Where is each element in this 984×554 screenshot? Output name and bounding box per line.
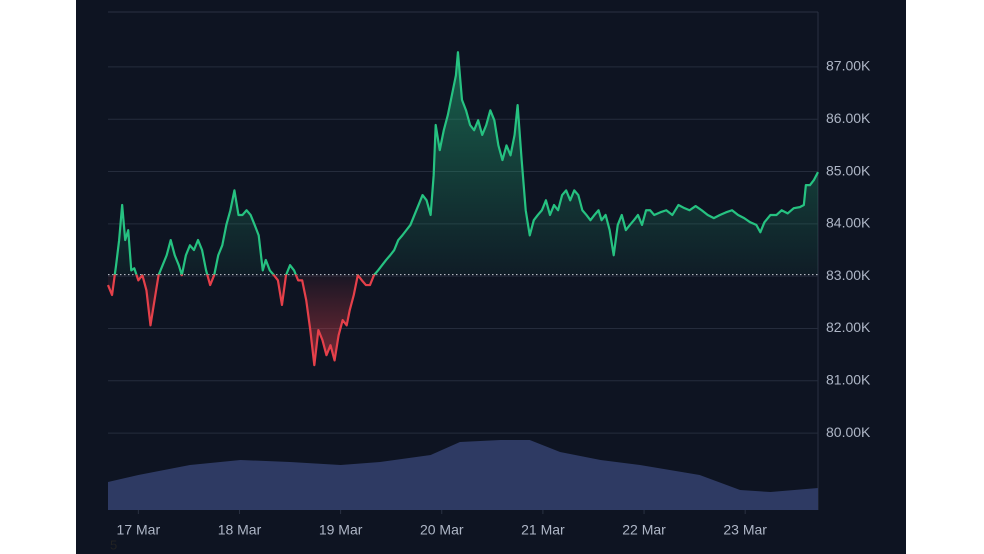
y-tick-label: 86.00K <box>826 110 871 126</box>
y-tick-label: 85.00K <box>826 162 871 178</box>
x-tick-label: 19 Mar <box>319 522 363 538</box>
y-tick-label: 83.00K <box>826 267 871 283</box>
y-tick-label: 80.00K <box>826 424 871 440</box>
volume-area <box>108 440 818 510</box>
price-line <box>106 51 819 367</box>
y-tick-label: 87.00K <box>826 58 871 74</box>
x-tick-label: 20 Mar <box>420 522 464 538</box>
x-tick-label: 23 Mar <box>723 522 767 538</box>
x-tick-label: 17 Mar <box>117 522 161 538</box>
y-tick-label: 84.00K <box>826 215 871 231</box>
annotation: 5 <box>110 537 117 552</box>
x-tick-label: 22 Mar <box>622 522 666 538</box>
x-tick-label: 18 Mar <box>218 522 262 538</box>
price-area <box>108 52 818 366</box>
y-tick-label: 82.00K <box>826 319 871 335</box>
y-tick-label: 81.00K <box>826 371 871 387</box>
x-tick-label: 21 Mar <box>521 522 565 538</box>
